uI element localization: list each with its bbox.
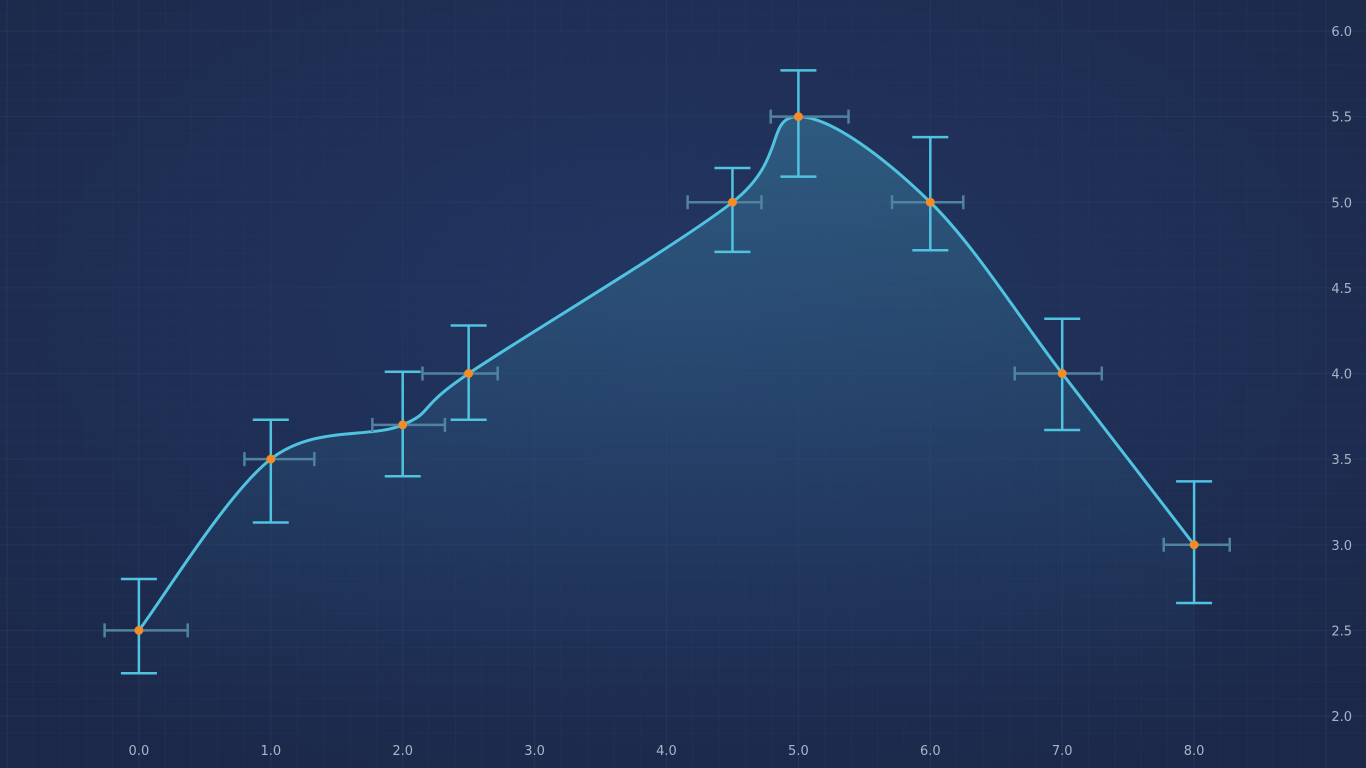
data-point-marker [727,197,737,207]
x-tick-label: 2.0 [392,744,413,759]
data-point-marker [134,625,144,635]
x-tick-label: 7.0 [1052,744,1073,759]
y-tick-label: 3.0 [1331,539,1352,554]
data-point-marker [793,112,803,122]
data-point-marker [1189,540,1199,550]
y-tick-label: 4.0 [1331,368,1352,383]
y-tick-label: 2.0 [1331,710,1352,725]
series-area-fill [138,116,1195,716]
y-tick-label: 6.0 [1331,25,1352,40]
marker-layer [134,112,1199,635]
x-tick-label: 6.0 [920,744,941,759]
x-tick-label: 8.0 [1184,744,1205,759]
y-tick-label: 5.5 [1331,111,1352,126]
error-bar-layer [103,69,1231,675]
data-point-marker [266,454,276,464]
x-tick-label: 5.0 [788,744,809,759]
data-point-marker [464,369,474,378]
x-tick-label: 3.0 [524,744,545,759]
y-tick-label: 5.0 [1331,196,1352,211]
y-tick-label: 3.5 [1331,453,1352,468]
x-axis-ticks: 0.0 1.0 2.0 3.0 4.0 5.0 6.0 7.0 8.0 [129,744,1205,759]
y-tick-label: 4.5 [1331,282,1352,297]
data-point-marker [1057,369,1067,378]
data-point-marker [398,420,408,430]
area-layer [138,116,1195,716]
y-axis-ticks: 2.0 2.5 3.0 3.5 4.0 4.5 5.0 5.5 6.0 [1331,25,1352,725]
x-tick-label: 0.0 [129,744,150,759]
x-tick-label: 1.0 [260,744,281,759]
data-point-marker [925,197,935,207]
y-tick-label: 2.5 [1331,624,1352,639]
x-tick-label: 4.0 [656,744,677,759]
